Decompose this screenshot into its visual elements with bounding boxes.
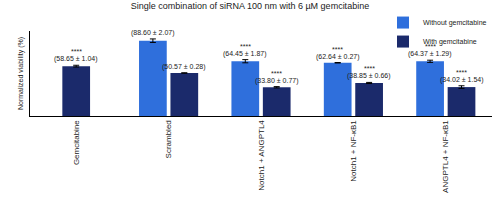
svg-text:Scrambled: Scrambled — [164, 120, 173, 158]
svg-text:(34.02 ± 1.54): (34.02 ± 1.54) — [440, 76, 484, 84]
svg-text:Normalized viability (%): Normalized viability (%) — [17, 37, 25, 110]
svg-text:(88.60 ± 2.07): (88.60 ± 2.07) — [131, 29, 175, 37]
svg-text:With gemcitabine: With gemcitabine — [423, 38, 477, 46]
svg-text:ANGPTL4 + NF-κB1: ANGPTL4 + NF-κB1 — [441, 120, 450, 193]
svg-text:****: **** — [332, 46, 343, 53]
svg-text:****: **** — [271, 70, 282, 77]
svg-text:Single combination of siRNA 10: Single combination of siRNA 100 nm with … — [131, 1, 369, 11]
svg-text:(38.85 ± 0.66): (38.85 ± 0.66) — [347, 72, 391, 80]
svg-text:Notch1 + NF-κB1: Notch1 + NF-κB1 — [349, 120, 358, 182]
svg-text:(58.65 ± 1.04): (58.65 ± 1.04) — [54, 55, 98, 63]
svg-text:Gemcitabine: Gemcitabine — [72, 120, 81, 165]
svg-text:****: **** — [456, 69, 467, 76]
svg-text:(62.64 ± 0.27): (62.64 ± 0.27) — [316, 53, 360, 61]
svg-text:(64.45 ± 1.87): (64.45 ± 1.87) — [223, 50, 267, 58]
svg-text:****: **** — [240, 43, 251, 50]
svg-text:Notch1 + ANGPTL4: Notch1 + ANGPTL4 — [257, 120, 266, 191]
svg-text:(50.57 ± 0.28): (50.57 ± 0.28) — [162, 63, 206, 71]
svg-text:(64.37 ± 1.29): (64.37 ± 1.29) — [408, 50, 452, 58]
svg-text:Without gemcitabine: Without gemcitabine — [423, 19, 487, 27]
svg-text:(33.80 ± 0.77): (33.80 ± 0.77) — [255, 77, 299, 85]
svg-text:****: **** — [364, 65, 375, 72]
svg-text:****: **** — [71, 48, 82, 55]
svg-text:****: **** — [425, 43, 436, 50]
